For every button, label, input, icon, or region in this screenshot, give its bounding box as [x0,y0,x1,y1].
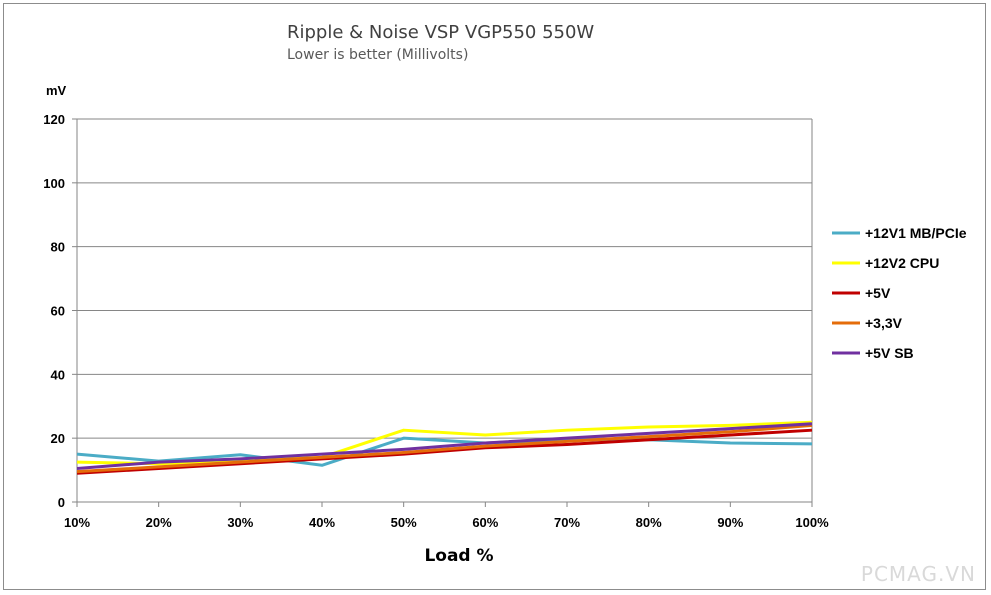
series-line-2 [76,428,813,475]
x-tick-label: 60% [472,515,498,530]
legend-label: +12V2 CPU [865,255,939,271]
x-tick-label: 90% [717,515,743,530]
legend-label: +5V SB [865,345,914,361]
chart-subtitle: Lower is better (Millivolts) [287,47,468,63]
x-tick-label: 30% [227,515,253,530]
series-line-1 [76,420,813,466]
series-lines [76,420,813,475]
y-tick-label: 60 [51,304,65,319]
legend: +12V1 MB/PCIe +12V2 CPU +5V +3,3V +5V SB [832,225,967,361]
chart-title: Ripple & Noise VSP VGP550 550W [287,22,594,43]
x-tick-label: 40% [309,515,335,530]
gridlines [77,118,813,502]
x-tick-label: 50% [391,515,417,530]
chart-frame: Ripple & Noise VSP VGP550 550W Lower is … [3,3,986,590]
y-tick-label: 120 [43,112,65,127]
y-tick-label: 0 [58,495,65,510]
y-axis-unit: mV [46,83,67,98]
axes: 0 20 40 60 80 100 120 10% 20% 30% 40% 50% 60% 70% 80% 9… [43,112,829,530]
x-tick-label: 10% [64,515,90,530]
chart: Ripple & Noise VSP VGP550 550W Lower is … [43,22,976,586]
y-tick-label: 20 [51,431,65,446]
legend-label: +5V [865,285,891,301]
series-line-3 [76,423,813,474]
series-line-4 [76,422,813,470]
y-tick-label: 40 [51,367,65,382]
y-tick-label: 80 [51,240,65,255]
y-tick-label: 100 [43,176,65,191]
x-tick-label: 20% [146,515,172,530]
x-tick-label: 70% [554,515,580,530]
legend-label: +12V1 MB/PCIe [865,225,967,241]
watermark: PCMAG.VN [861,562,976,586]
series-line-0 [76,436,813,467]
x-tick-label: 100% [795,515,829,530]
legend-label: +3,3V [865,315,903,331]
x-tick-label: 80% [636,515,662,530]
x-axis-label: Load % [424,546,493,566]
